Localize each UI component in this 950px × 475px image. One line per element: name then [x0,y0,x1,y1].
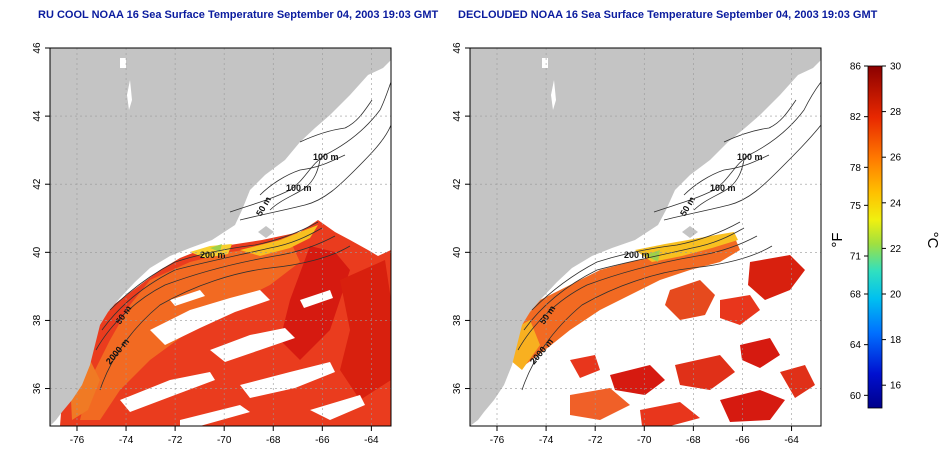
celsius-ticks: 30 28 26 24 22 20 18 16 [882,62,902,392]
celsius-tick-label: 16 [890,381,902,392]
celsius-tick-label: 30 [890,62,902,73]
y-tick-label: 46 [32,42,43,54]
fahrenheit-tick-label: 64 [850,340,862,351]
y-tick-label: 44 [452,110,463,122]
sst-map-declouded: 100 m 100 m 50 m 200 m 50 m 2000 m -76 -7… [452,42,822,446]
celsius-tick-label: 24 [890,198,902,209]
x-tick-label: -74 [539,435,554,446]
x-tick-label: -64 [364,435,379,446]
y-tick-label: 38 [452,314,463,326]
contour-label-100m-mid: 100 m [286,183,312,193]
y-tick-label: 40 [452,246,463,258]
y-tick-label: 44 [32,110,43,122]
sst-map-raw: 100 m 100 m 50 m 200 m 50 m 2000 m -76 -7… [32,42,392,446]
x-tick-label: -72 [168,435,183,446]
contour-label-100m-mid: 100 m [710,183,736,193]
fahrenheit-tick-label: 68 [850,290,862,301]
celsius-tick-label: 26 [890,153,902,164]
celsius-tick-label: 20 [890,290,902,301]
fahrenheit-unit-label: °F [829,232,846,247]
map-title-declouded: DECLOUDED NOAA 16 Sea Surface Temperatur… [458,9,878,21]
axis-ticks: -76 -74 -72 -70 -68 -66 -64 36 38 40 42 44 46 [452,42,799,446]
x-tick-label: -76 [70,435,85,446]
fahrenheit-ticks: 86 82 78 75 71 68 64 60 [850,62,868,402]
y-tick-label: 40 [32,246,43,258]
x-tick-label: -68 [686,435,701,446]
y-tick-label: 38 [32,314,43,326]
fahrenheit-tick-label: 78 [850,163,862,174]
contour-label-200m: 200 m [200,250,226,260]
fahrenheit-tick-label: 75 [850,201,862,212]
land-mass [50,48,391,426]
land-mass [470,48,821,426]
celsius-tick-label: 28 [890,107,902,118]
x-tick-label: -70 [637,435,652,446]
contour-label-100m-top: 100 m [737,152,763,162]
celsius-tick-label: 22 [890,244,902,255]
celsius-unit-label: °C [924,232,941,249]
fahrenheit-tick-label: 86 [850,62,862,73]
y-tick-label: 42 [452,178,463,190]
bathymetry-contours [517,81,821,391]
x-tick-label: -74 [119,435,134,446]
fahrenheit-tick-label: 82 [850,112,862,123]
fahrenheit-tick-label: 71 [850,252,862,263]
contour-label-100m-top: 100 m [313,152,339,162]
y-tick-label: 36 [452,383,463,395]
x-tick-label: -76 [490,435,505,446]
x-tick-label: -70 [217,435,232,446]
map-title-raw: RU COOL NOAA 16 Sea Surface Temperature … [38,9,439,21]
x-tick-label: -64 [784,435,799,446]
temperature-colorbar: 86 82 78 75 71 68 64 60 30 28 26 24 22 20 18 16 °F °C [829,62,941,409]
y-tick-label: 46 [452,42,463,54]
sst-data-layer [476,102,815,426]
fahrenheit-tick-label: 60 [850,391,862,402]
graticule [50,48,391,426]
sst-data-layer [56,102,391,426]
x-tick-label: -72 [588,435,603,446]
y-tick-label: 42 [32,178,43,190]
colorbar-gradient [867,65,883,409]
x-tick-label: -68 [266,435,281,446]
contour-label-200m: 200 m [624,250,650,260]
x-tick-label: -66 [315,435,330,446]
y-tick-label: 36 [32,383,43,395]
axis-ticks: -76 -74 -72 -70 -68 -66 -64 36 38 40 42 44 46 [32,42,379,446]
graticule [470,48,821,426]
x-tick-label: -66 [735,435,750,446]
celsius-tick-label: 18 [890,335,902,346]
